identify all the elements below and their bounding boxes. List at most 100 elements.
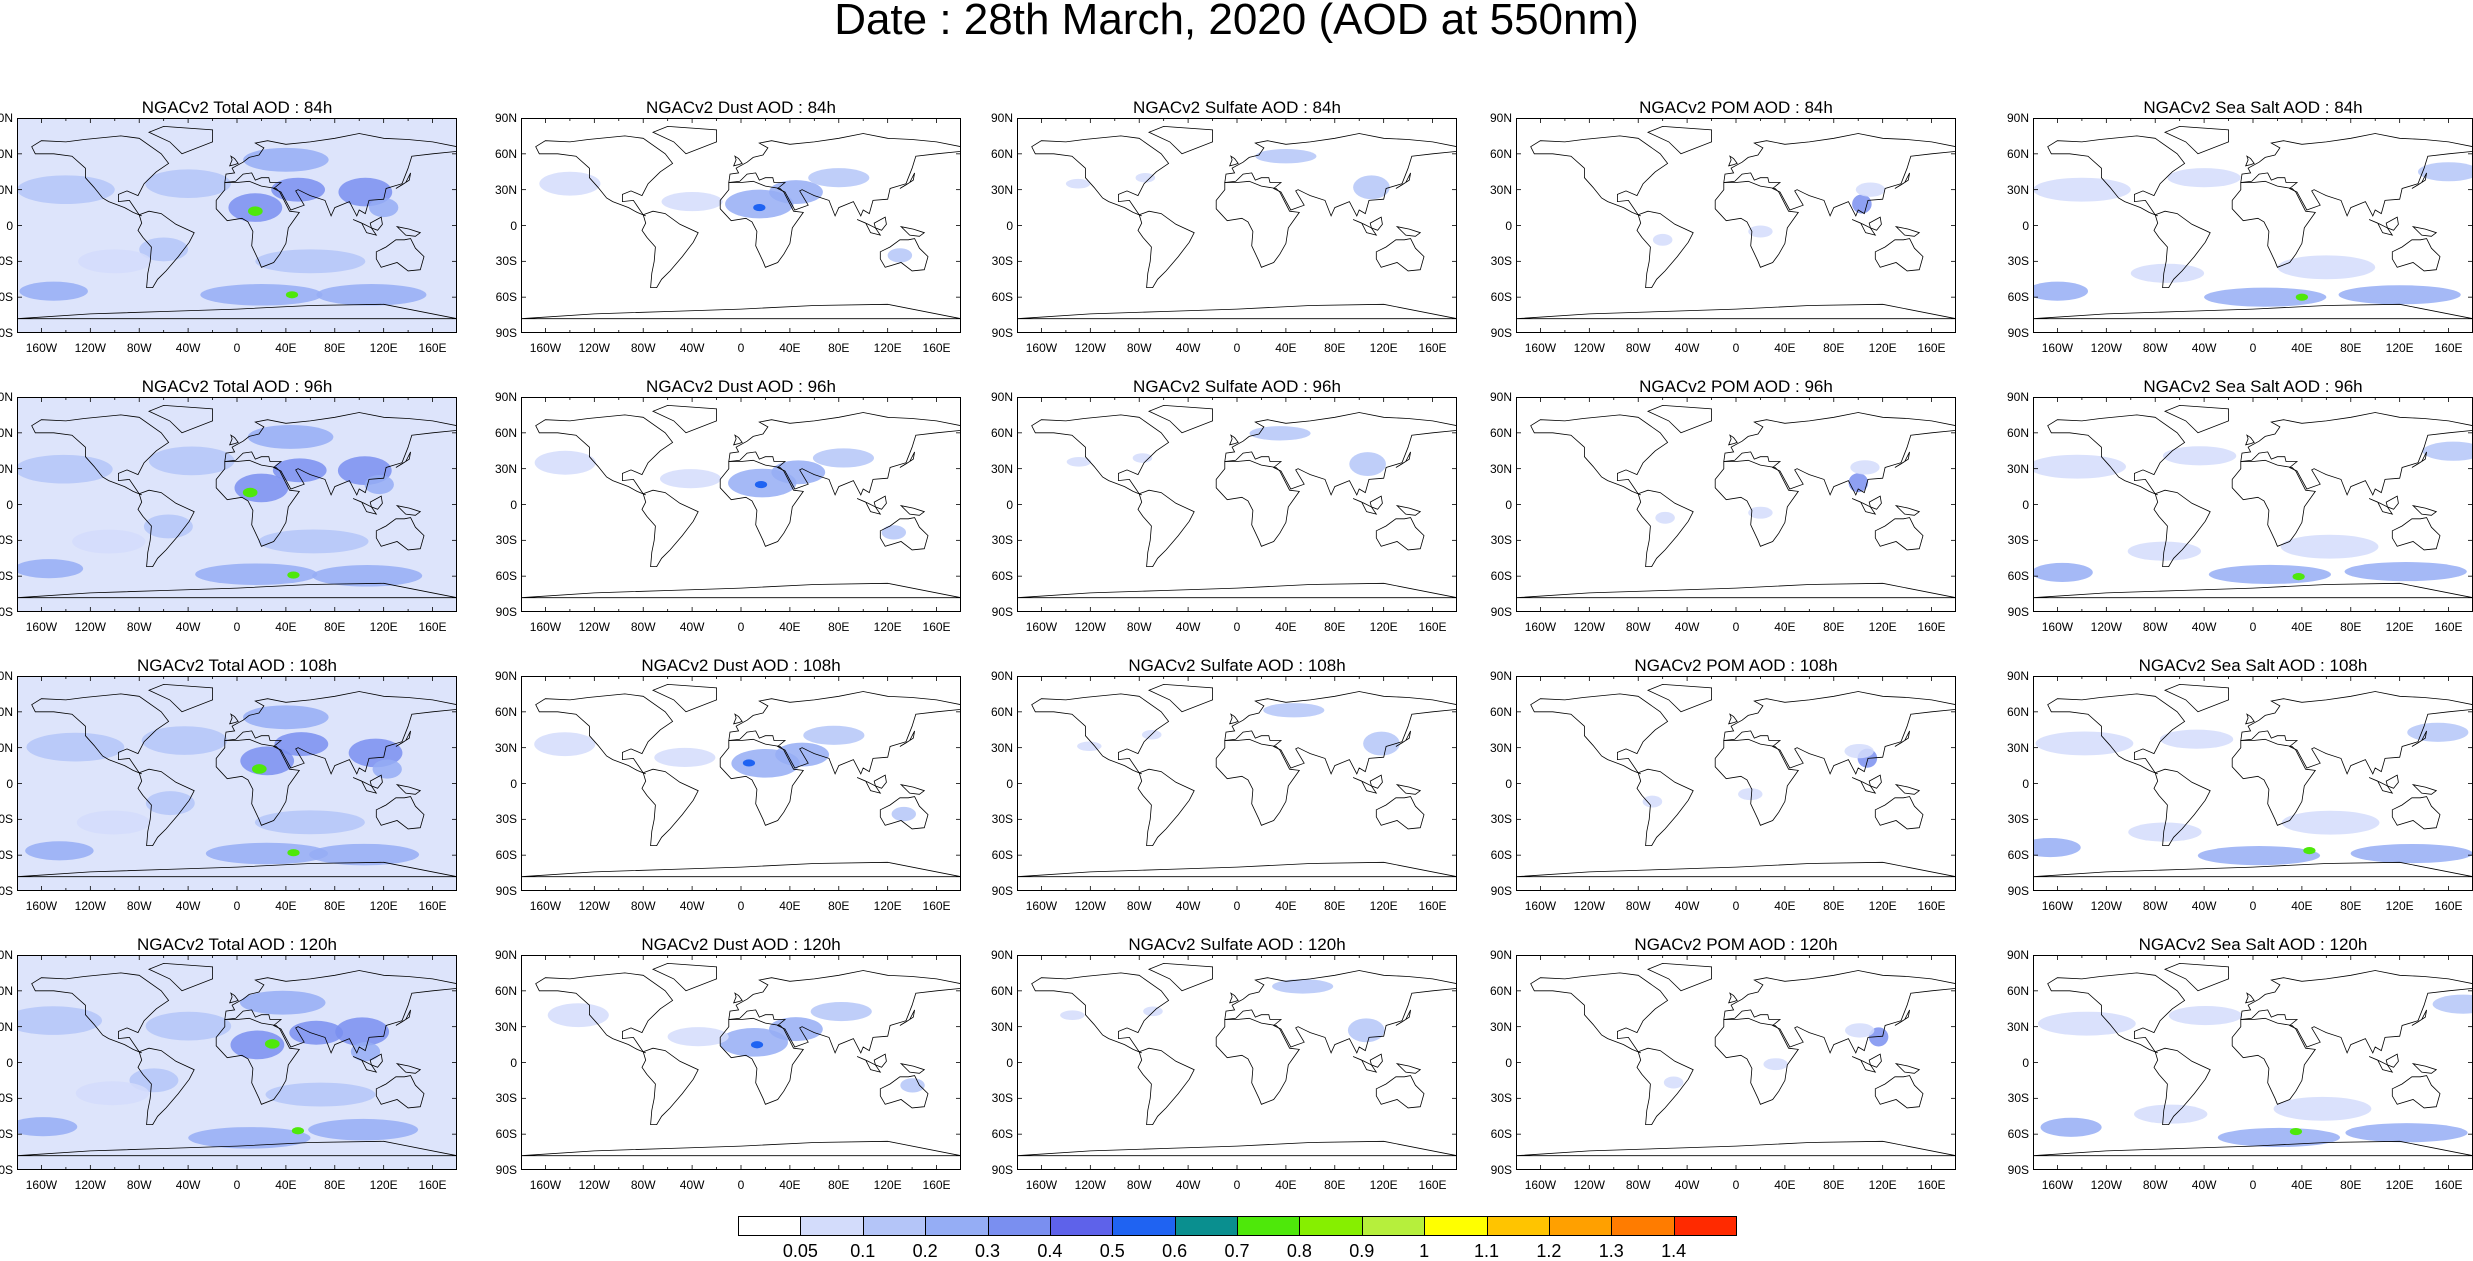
- aod-blob: [139, 237, 189, 262]
- aod-blob: [753, 204, 766, 212]
- aod-blob: [188, 1127, 311, 1149]
- lon-label: 120E: [1369, 899, 1398, 913]
- figure-title: Date : 28th March, 2020 (AOD at 550nm): [834, 0, 1639, 44]
- coastline: [2368, 219, 2394, 236]
- aod-blob: [1748, 506, 1773, 519]
- coastline: [1375, 796, 1425, 830]
- lat-label: 30S: [495, 812, 517, 827]
- aod-blob: [291, 1127, 305, 1135]
- lon-label: 160W: [1524, 620, 1557, 634]
- coastline: [535, 693, 674, 775]
- lon-label: 120E: [369, 620, 398, 634]
- lat-label: 90S: [495, 1163, 517, 1177]
- lat-label: 30N: [494, 182, 517, 197]
- coastline: [1215, 738, 1301, 826]
- aod-field: [534, 448, 907, 540]
- lon-label: 160E: [2434, 341, 2463, 355]
- lon-label: 120W: [578, 341, 610, 355]
- coastline: [2385, 216, 2399, 231]
- colorbar-swatch: [1361, 1216, 1426, 1236]
- coastline: [1723, 133, 1956, 217]
- lat-label: 30S: [0, 533, 13, 548]
- coastline: [1868, 495, 1882, 510]
- aod-blob: [230, 1030, 285, 1060]
- lon-label: 80E: [324, 1178, 346, 1192]
- coastline: [2240, 691, 2473, 775]
- lat-label: 60S: [1490, 1127, 1512, 1142]
- coastline: [1031, 414, 1170, 496]
- coastline: [1395, 1009, 1411, 1026]
- lon-label: 40W: [175, 899, 201, 913]
- coastline: [2033, 582, 2473, 599]
- lon-label: 80W: [1625, 1178, 1651, 1192]
- world-map: [1516, 676, 1956, 891]
- aod-blob: [654, 747, 716, 768]
- lat-label: 30N: [0, 740, 13, 755]
- aod-blob: [2277, 255, 2376, 280]
- lon-label: 80E: [1324, 341, 1346, 355]
- coastline: [521, 861, 961, 878]
- world-map: [2033, 118, 2473, 333]
- aod-blob: [72, 529, 146, 554]
- aod-blob: [2345, 1123, 2468, 1143]
- world-map: [1017, 397, 1457, 612]
- coastline: [651, 404, 717, 434]
- coastlines: [17, 683, 457, 878]
- lon-label: 80E: [828, 341, 850, 355]
- lat-label: 30S: [0, 254, 13, 269]
- world-map: [521, 955, 961, 1170]
- lat-label: 60S: [1490, 848, 1512, 863]
- lon-label: 80E: [2340, 1178, 2362, 1192]
- lat-label: 60N: [990, 146, 1013, 161]
- lat-label: 30S: [1490, 254, 1512, 269]
- coastline: [1851, 777, 1877, 794]
- map-background: [1516, 955, 1956, 1170]
- coastline: [856, 1056, 882, 1073]
- aod-blob: [1655, 511, 1675, 524]
- coastline: [1714, 738, 1800, 826]
- lat-label: 60S: [991, 1127, 1013, 1142]
- lon-label: 80W: [1126, 620, 1152, 634]
- aod-blob: [900, 1078, 925, 1093]
- lat-label: 0: [2022, 776, 2029, 791]
- coastline: [1137, 768, 1195, 846]
- lat-label: 90S: [0, 1163, 13, 1177]
- lat-label: 60S: [2007, 290, 2029, 305]
- lon-label: 40W: [1674, 620, 1700, 634]
- aod-blob: [1855, 182, 1886, 197]
- lat-label: 90N: [1489, 948, 1512, 962]
- lat-label: 90S: [2007, 1163, 2029, 1177]
- lat-label: 90S: [0, 605, 13, 619]
- lat-label: 0: [2022, 1055, 2029, 1070]
- aod-blob: [17, 454, 113, 484]
- coastline: [2385, 1053, 2399, 1068]
- aod-blob: [265, 1082, 376, 1107]
- coastline: [1017, 1140, 1457, 1157]
- aod-blob: [1652, 233, 1673, 246]
- coastline: [1017, 582, 1457, 599]
- lon-label: 40W: [2191, 341, 2217, 355]
- lat-label: 60N: [2006, 983, 2029, 998]
- lon-label: 160E: [922, 620, 951, 634]
- lon-label: 160E: [1917, 1178, 1946, 1192]
- lon-label: 80E: [1823, 899, 1845, 913]
- coastline: [1714, 1017, 1800, 1105]
- coastline: [641, 768, 699, 846]
- aod-blob: [2168, 1005, 2243, 1026]
- aod-blob: [1850, 460, 1880, 475]
- lon-label: 40E: [2291, 899, 2313, 913]
- lon-label: 160W: [2041, 341, 2074, 355]
- lat-label: 60S: [495, 1127, 517, 1142]
- aod-blob: [1748, 225, 1773, 238]
- coastline: [2231, 738, 2317, 826]
- colorbar-swatch: [1548, 1216, 1613, 1236]
- coastline: [899, 784, 926, 795]
- lon-label: 40E: [1774, 341, 1796, 355]
- lat-label: 90N: [494, 669, 517, 683]
- coastline: [899, 1009, 915, 1026]
- aod-blob: [1255, 149, 1317, 164]
- coastline: [229, 434, 239, 446]
- lat-label: 30N: [0, 1019, 13, 1034]
- lat-label: 90N: [1489, 669, 1512, 683]
- lon-label: 160E: [2434, 620, 2463, 634]
